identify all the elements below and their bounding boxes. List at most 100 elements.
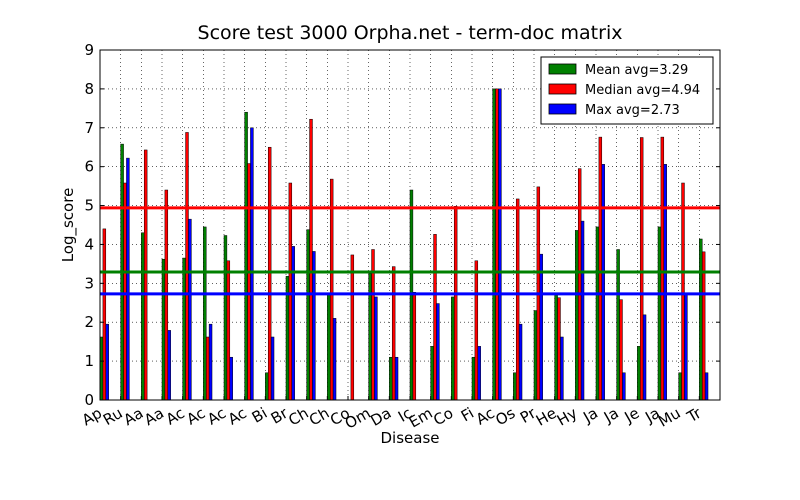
y-tick-label: 0 (84, 391, 94, 409)
x-tick-label: Ac (184, 404, 209, 429)
bar-median (453, 206, 458, 401)
bar-mean (265, 372, 269, 401)
bar-median (102, 228, 107, 401)
bar-max (684, 292, 688, 401)
bar-max (498, 88, 502, 401)
bar-mean (244, 111, 248, 401)
bar-median (433, 234, 437, 401)
bar-mean (595, 226, 600, 401)
bar-mean (678, 372, 682, 401)
legend-label: Mean avg=3.29 (585, 63, 688, 78)
bar-mean (513, 372, 517, 401)
x-tick-label: Ac (204, 404, 229, 429)
legend-label: Median avg=4.94 (585, 83, 700, 98)
x-tick-label: Ja (600, 404, 622, 427)
bar-median (619, 299, 623, 401)
bar-mean (141, 232, 145, 401)
bar-max (477, 346, 481, 401)
y-tick-label: 9 (84, 41, 94, 59)
x-tick-label: Ja (579, 404, 601, 427)
bar-max (601, 164, 605, 401)
bar-median (681, 182, 685, 401)
x-axis-label: Disease (381, 429, 440, 447)
bar-max (704, 372, 709, 401)
x-tick-label: Bi (249, 404, 271, 427)
bar-max (374, 296, 378, 401)
bar-mean (471, 356, 476, 401)
bar-median (123, 182, 127, 401)
bar-mean (637, 346, 641, 401)
bar-mean (657, 226, 662, 401)
legend-swatch (548, 103, 577, 115)
bar-median (391, 266, 396, 401)
bar-max (642, 314, 647, 401)
bar-mean (554, 294, 558, 401)
y-tick-label: 4 (84, 235, 94, 253)
bar-max (250, 127, 254, 401)
y-tick-label: 2 (84, 313, 94, 331)
bar-max (518, 323, 523, 401)
x-tick-label: Ac (163, 404, 188, 429)
bar-max (105, 323, 109, 401)
bar-mean (203, 226, 207, 401)
bar-mean (182, 257, 186, 401)
y-axis: 0 1 2 3 4 5 6 7 8 9 (84, 41, 720, 409)
bar-max (126, 157, 130, 401)
bar-median (660, 136, 665, 401)
x-tick-label: Je (621, 404, 643, 427)
bar-mean (575, 230, 579, 401)
average-lines (100, 206, 720, 296)
legend-swatch (548, 83, 577, 95)
legend-label: Max avg=2.73 (585, 103, 680, 118)
bar-median (495, 88, 499, 401)
y-tick-label: 3 (84, 274, 94, 292)
bar-median (288, 182, 293, 401)
bar-max (580, 220, 585, 401)
x-tick-label: Em (406, 404, 436, 432)
bar-median (329, 178, 334, 401)
y-tick-label: 1 (84, 352, 94, 370)
chart-title: Score test 3000 Orpha.net - term-doc mat… (198, 22, 623, 44)
bar-max (229, 356, 233, 401)
bar-median (247, 163, 251, 401)
bar-max (208, 323, 213, 401)
bar-max (167, 330, 171, 401)
bar-median (639, 137, 644, 401)
x-tick-label: Co (430, 404, 456, 429)
bar-median (267, 146, 272, 401)
bar-median (185, 132, 189, 401)
bar-max (663, 164, 667, 401)
bar-median (143, 149, 148, 401)
bar-median (577, 168, 582, 401)
bar-median (557, 297, 561, 401)
bar-max (332, 318, 337, 401)
bar-mean (223, 235, 228, 401)
bar-max (394, 356, 399, 401)
bar-median (701, 251, 706, 401)
x-tick-label: Aa (141, 404, 167, 429)
bar-max (560, 336, 564, 401)
bar-median (474, 260, 479, 401)
x-tick-label: Tr (683, 403, 705, 426)
bar-median (350, 254, 355, 401)
bar-mean (492, 88, 496, 401)
x-tick-label: Hy (554, 404, 581, 430)
bar-mean (306, 229, 310, 401)
y-tick-label: 7 (84, 119, 94, 137)
x-tick-label: Mu (655, 404, 683, 431)
bar-median (598, 136, 603, 401)
bar-mean (699, 238, 703, 401)
bar-max (539, 253, 543, 401)
bar-max (622, 372, 626, 401)
x-tick-label: Ac (225, 404, 250, 429)
legend-swatch (548, 63, 577, 75)
bar-mean (430, 346, 434, 401)
bar-mean (327, 292, 331, 401)
bar-mean (533, 310, 538, 401)
legend: Mean avg=3.29 Median avg=4.94 Max avg=2.73 (540, 56, 714, 125)
bar-max (188, 218, 192, 401)
x-tick-label: Os (492, 404, 518, 429)
bar-median (412, 292, 417, 401)
bar-max (270, 336, 275, 401)
